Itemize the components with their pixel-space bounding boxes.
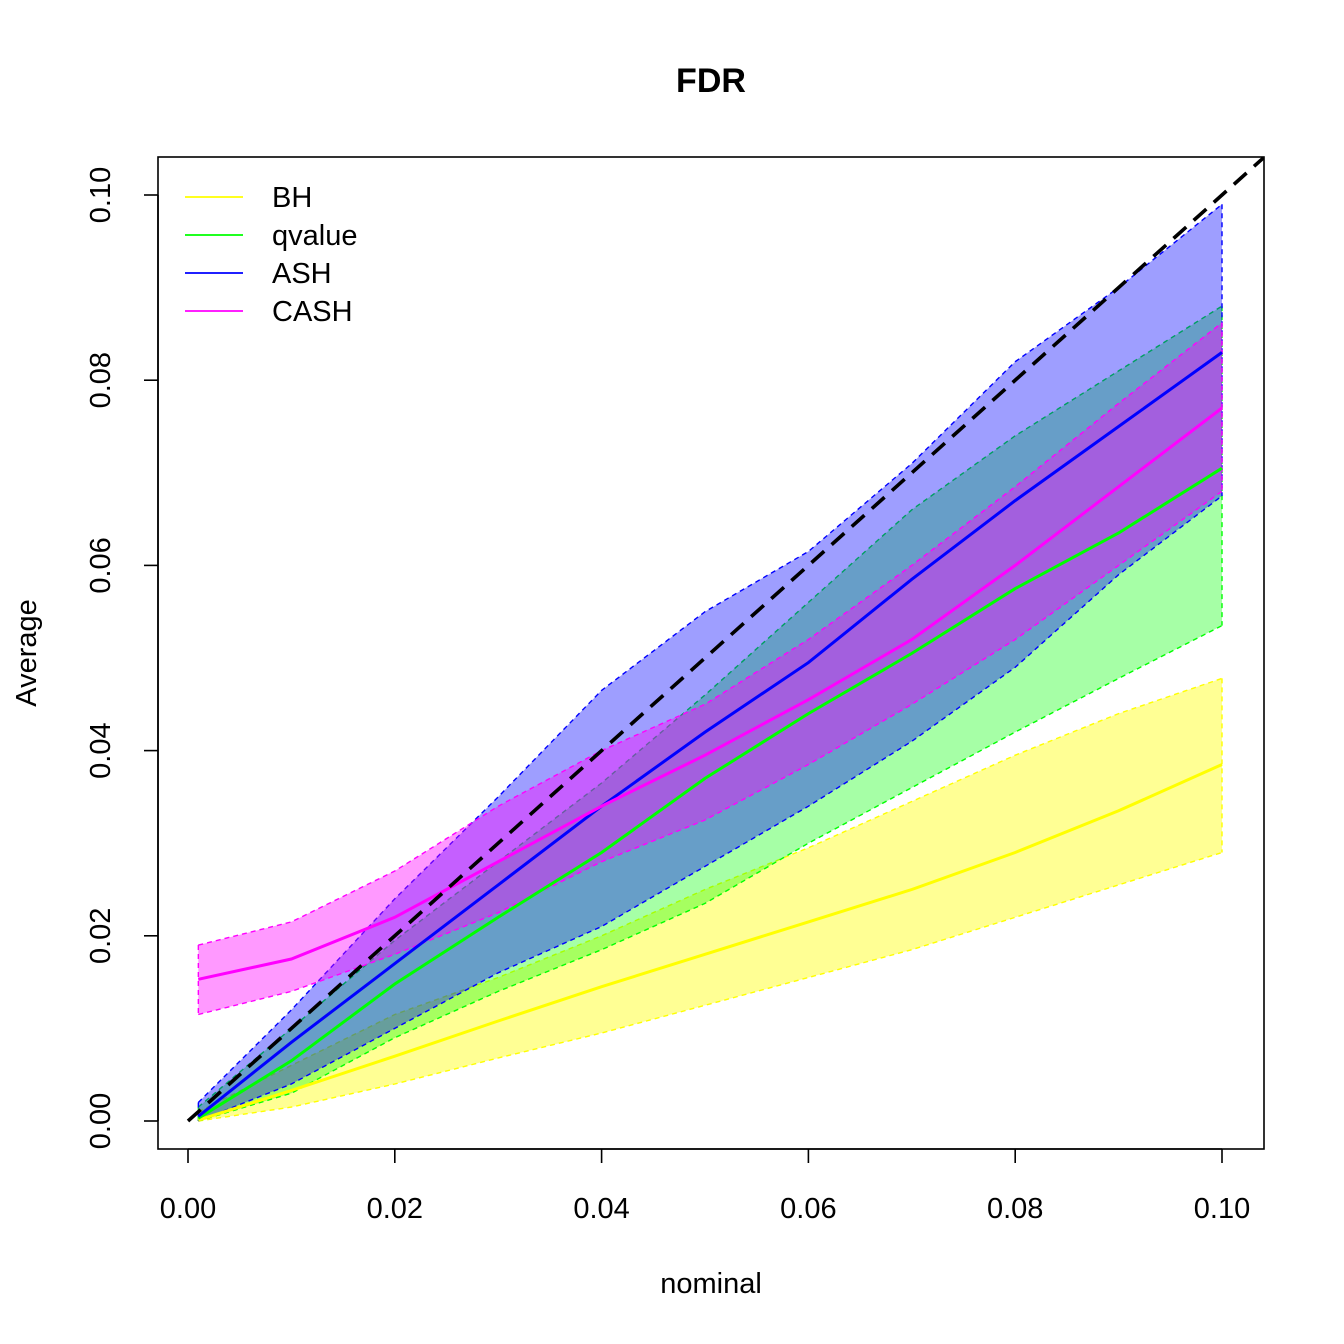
band-edge-lower-bh <box>198 851 1223 1122</box>
y-tick-label: 0.04 <box>85 722 117 778</box>
bands-layer <box>197 203 1223 1122</box>
y-axis-label: Average <box>11 599 43 707</box>
legend-label-bh: BH <box>272 182 312 214</box>
legend-label-qvalue: qvalue <box>272 220 357 252</box>
band-cash <box>198 322 1223 1015</box>
x-tick-label: 0.10 <box>1194 1193 1250 1225</box>
y-tick-label: 0.06 <box>85 537 117 593</box>
x-tick-label: 0.02 <box>367 1193 423 1225</box>
band-edge-upper-ash <box>197 203 1223 1103</box>
band-edge-lower-qvalue <box>198 624 1223 1122</box>
lines-layer <box>197 351 1223 1122</box>
band-ash <box>198 204 1223 1122</box>
band-edge-upper-cash <box>198 322 1223 946</box>
band-edge-lower-ash <box>198 495 1223 1122</box>
reference-layer <box>186 156 1265 1123</box>
x-axis-label: nominal <box>660 1268 762 1300</box>
x-tick-label: 0.04 <box>573 1193 629 1225</box>
band-edge-upper-bh <box>197 677 1223 1113</box>
y-tick-label: 0.00 <box>85 1093 117 1149</box>
legend-label-ash: ASH <box>272 258 332 290</box>
chart-title: FDR <box>676 62 746 100</box>
band-edge-upper-qvalue <box>197 305 1223 1108</box>
y-tick-label: 0.02 <box>85 908 117 964</box>
legend: BH qvalue ASH CASH <box>185 182 357 328</box>
y-tick-label: 0.10 <box>85 167 117 223</box>
y-axis: 0.00 0.02 0.04 0.06 0.08 0.10 <box>85 167 159 1149</box>
x-tick-label: 0.00 <box>160 1193 216 1225</box>
x-tick-label: 0.08 <box>987 1193 1043 1225</box>
x-tick-label: 0.06 <box>780 1193 836 1225</box>
y-tick-label: 0.08 <box>85 352 117 408</box>
legend-label-cash: CASH <box>272 296 353 328</box>
reference-line <box>186 156 1265 1123</box>
x-axis: 0.00 0.02 0.04 0.06 0.08 0.10 <box>160 1148 1250 1225</box>
band-edge-lower-cash <box>198 490 1223 1016</box>
